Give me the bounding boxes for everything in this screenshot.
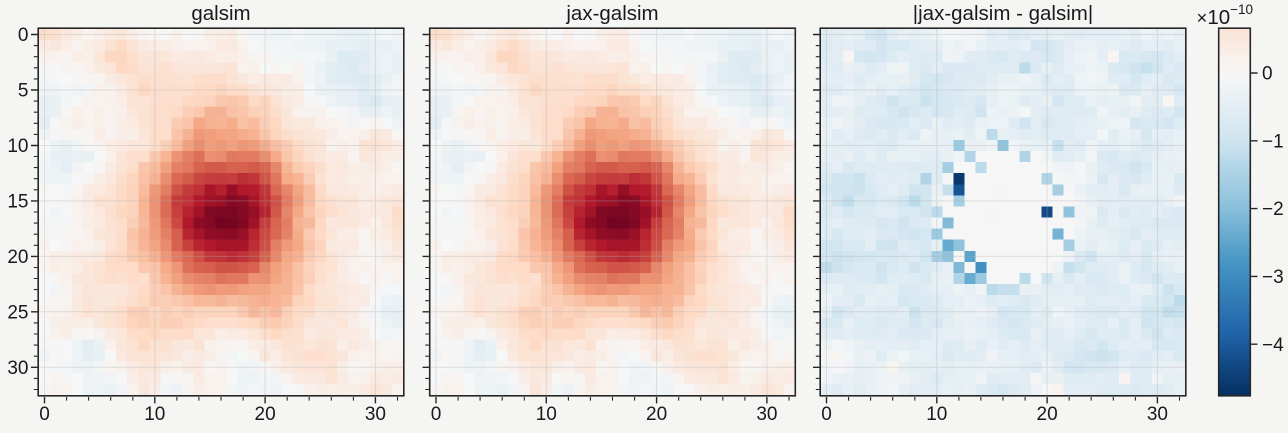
svg-text:0: 0: [821, 404, 832, 425]
svg-text:0: 0: [431, 404, 442, 425]
svg-text:20: 20: [1037, 404, 1058, 425]
svg-text:5: 5: [18, 81, 29, 102]
svg-text:−2: −2: [1262, 199, 1284, 220]
svg-text:15: 15: [7, 192, 28, 213]
svg-text:jax-galsim: jax-galsim: [565, 2, 658, 25]
svg-text:0: 0: [18, 25, 29, 46]
svg-text:|jax-galsim - galsim|: |jax-galsim - galsim|: [913, 2, 1093, 25]
svg-text:30: 30: [365, 404, 386, 425]
svg-text:20: 20: [646, 404, 667, 425]
svg-text:0: 0: [1262, 64, 1273, 85]
svg-text:10: 10: [536, 404, 557, 425]
svg-text:galsim: galsim: [191, 2, 250, 25]
svg-text:20: 20: [255, 404, 276, 425]
svg-text:30: 30: [1147, 404, 1168, 425]
svg-text:−4: −4: [1262, 335, 1284, 356]
svg-text:×10−10: ×10−10: [1197, 2, 1254, 29]
svg-text:10: 10: [926, 404, 947, 425]
svg-text:25: 25: [7, 302, 28, 323]
svg-text:10: 10: [144, 404, 165, 425]
svg-text:30: 30: [756, 404, 777, 425]
svg-text:30: 30: [7, 358, 28, 379]
svg-text:−1: −1: [1262, 131, 1284, 152]
svg-text:−3: −3: [1262, 267, 1284, 288]
svg-text:0: 0: [39, 404, 50, 425]
svg-text:10: 10: [7, 136, 28, 157]
svg-text:20: 20: [7, 247, 28, 268]
